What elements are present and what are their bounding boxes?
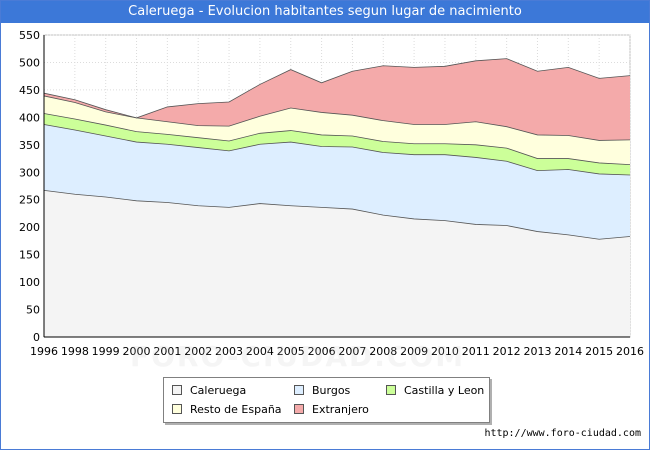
y-tick-label: 50	[26, 304, 40, 317]
area-castilla-y-leon	[44, 113, 630, 176]
legend-swatch	[386, 385, 396, 395]
legend-swatch	[294, 385, 304, 395]
y-tick-label: 200	[19, 221, 40, 234]
x-tick-label: 2016	[616, 345, 644, 358]
legend-label: Caleruega	[190, 383, 247, 397]
x-tick-label: 2006	[308, 345, 336, 358]
y-tick-label: 500	[19, 56, 40, 69]
x-tick-label: 2000	[123, 345, 151, 358]
x-tick-label: 2012	[493, 345, 521, 358]
y-tick-label: 100	[19, 276, 40, 289]
legend-item-resto-de-espana: Resto de España	[172, 402, 282, 416]
y-tick-label: 0	[33, 331, 40, 344]
y-tick-label: 550	[19, 29, 40, 42]
series-lines	[43, 58, 631, 240]
y-tick-label: 450	[19, 84, 40, 97]
x-tick-label: 2014	[554, 345, 582, 358]
legend-item-castilla-y-leon: Castilla y Leon	[386, 383, 484, 397]
legend: Caleruega Burgos Castilla y Leon Resto d…	[163, 377, 490, 423]
y-tick-label: 300	[19, 166, 40, 179]
line-extranjero	[43, 58, 631, 119]
x-tick-label: 2001	[153, 345, 181, 358]
y-tick-label: 350	[19, 139, 40, 152]
legend-label: Extranjero	[312, 402, 369, 416]
line-caleruega	[43, 189, 631, 240]
x-tick-label: 2015	[585, 345, 613, 358]
y-tick-label: 400	[19, 111, 40, 124]
area-resto-de-espana	[44, 95, 630, 165]
legend-label: Resto de España	[190, 402, 282, 416]
legend-swatch	[172, 385, 182, 395]
y-tick-label: 150	[19, 249, 40, 262]
chart-title: Caleruega - Evolucion habitantes segun l…	[1, 1, 649, 23]
line-resto-de-espana	[43, 95, 631, 141]
legend-label: Burgos	[312, 383, 351, 397]
x-tick-label: 2011	[462, 345, 490, 358]
line-burgos	[43, 124, 631, 176]
line-castilla-y-leon	[43, 113, 631, 165]
x-tick-label: 2009	[400, 345, 428, 358]
y-tick-labels: 0 50 100 150 200 250 300 350 400 450 500 550	[19, 29, 40, 344]
legend-swatch	[172, 404, 182, 414]
legend-item-burgos: Burgos	[294, 383, 350, 397]
y-tick-label: 250	[19, 194, 40, 207]
x-tick-label: 2004	[246, 345, 274, 358]
legend-label: Castilla y Leon	[404, 383, 485, 397]
legend-swatch	[294, 404, 304, 414]
x-tick-labels: 1996 1998 1999 2000 2001 2002 2003 2004 2005 2006…	[30, 345, 644, 358]
x-tick-label: 1999	[92, 345, 120, 358]
source-url: http://www.foro-ciudad.com	[484, 428, 641, 439]
watermark-text: FORO-CIUDAD.COM	[130, 340, 466, 373]
area-burgos	[44, 124, 630, 240]
x-tick-label: 2005	[277, 345, 305, 358]
area-caleruega	[44, 190, 630, 337]
x-tick-label: 2010	[431, 345, 459, 358]
x-tick-label: 1998	[61, 345, 89, 358]
x-tick-label: 2003	[215, 345, 243, 358]
x-tick-label: 2008	[369, 345, 397, 358]
legend-item-extranjero: Extranjero	[294, 402, 369, 416]
x-tick-label: 2007	[338, 345, 366, 358]
area-series	[44, 58, 630, 337]
x-tick-label: 1996	[30, 345, 58, 358]
x-tick-label: 2013	[523, 345, 551, 358]
x-tick-label: 2002	[184, 345, 212, 358]
legend-item-caleruega: Caleruega	[172, 383, 246, 397]
area-extranjero	[44, 58, 630, 141]
